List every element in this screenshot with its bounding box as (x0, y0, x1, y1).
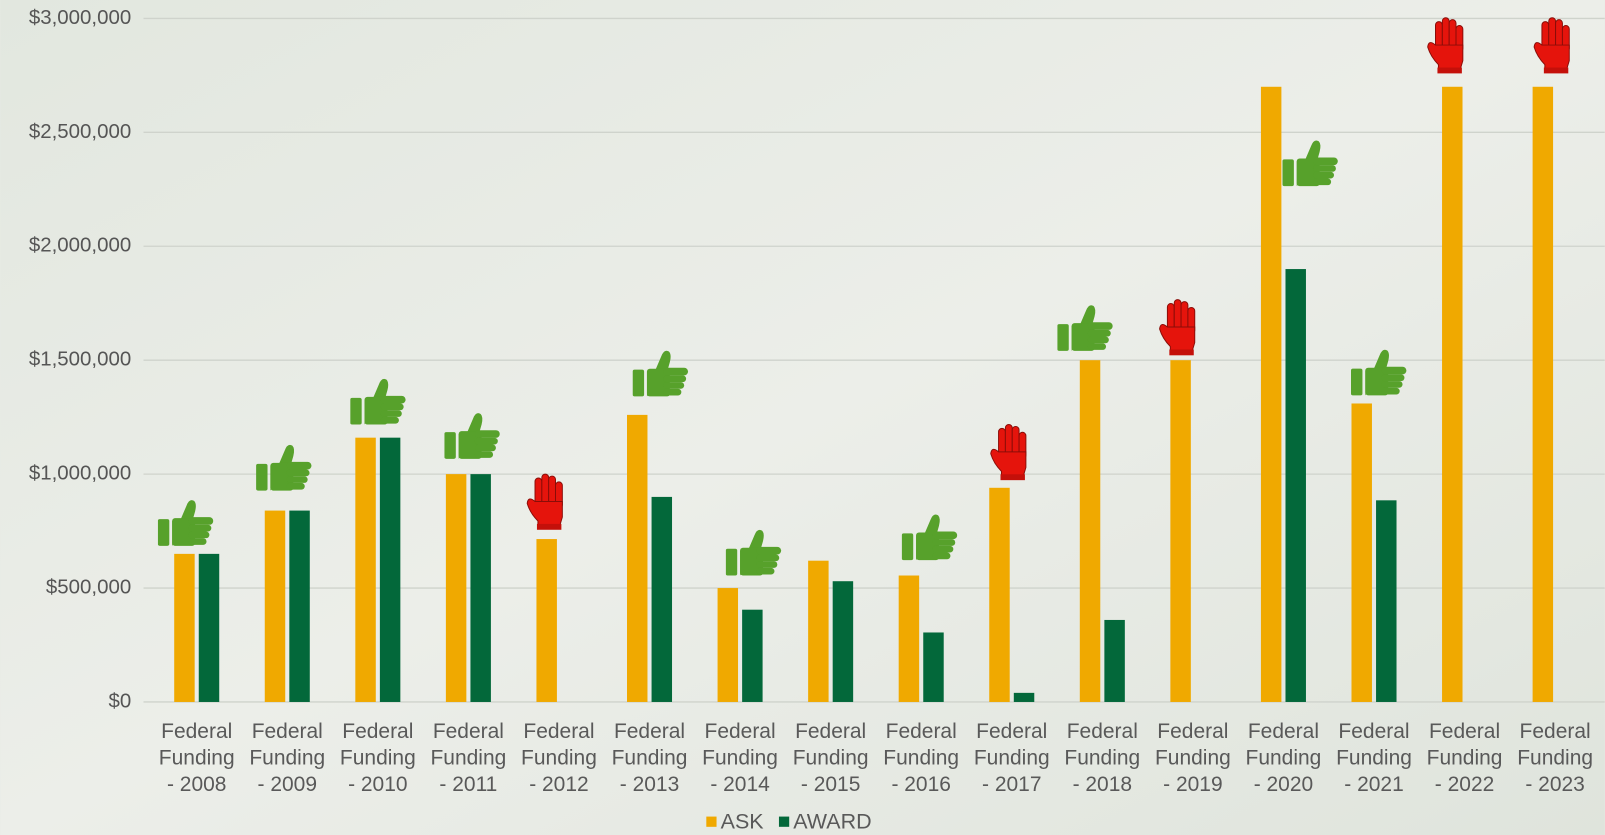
bar (627, 414, 648, 702)
x-tick-label-box: Federal Funding - 2015 (792, 719, 869, 797)
x-tick-label: Federal Funding - 2012 (521, 719, 597, 797)
x-tick-label-box: Federal Funding - 2022 (1426, 719, 1503, 797)
x-tick-label-box: Federal Funding - 2013 (611, 719, 688, 797)
x-tick-label-box: Federal Funding - 2014 (702, 719, 778, 797)
y-tick-label: $2,500,000 (29, 120, 131, 143)
bar (1285, 269, 1306, 702)
bar (989, 487, 1010, 702)
bar (536, 539, 557, 702)
x-tick-label: Federal Funding - 2019 (1154, 719, 1231, 797)
bar (355, 437, 376, 702)
bar (1442, 86, 1463, 702)
bar (289, 510, 310, 702)
bar (651, 496, 673, 702)
x-tick-label: Federal Funding - 2017 (973, 719, 1050, 797)
x-tick-label: Federal Funding - 2009 (249, 719, 326, 797)
y-tick-label: $1,000,000 (29, 462, 131, 485)
x-tick-label-box: Federal Funding - 2016 (883, 719, 960, 797)
x-tick-label: Federal Funding - 2021 (1336, 719, 1412, 797)
x-tick-label-box: Federal Funding - 2011 (430, 719, 507, 797)
x-tick-label-box: Federal Funding - 2009 (249, 719, 326, 797)
x-tick-label: Federal Funding - 2013 (611, 719, 688, 797)
plot-area: $0 $500,000 $1,000,000 $1,500,000 $2,000,000… (29, 6, 1605, 833)
x-tick-label: Federal Funding - 2020 (1245, 719, 1322, 797)
legend-swatch (706, 816, 717, 827)
y-tick-label: $500,000 (46, 575, 131, 598)
y-tick-label: $2,000,000 (29, 234, 131, 257)
bar (742, 609, 763, 702)
bar (445, 474, 467, 702)
x-tick-label-box: Federal Funding - 2020 (1245, 719, 1322, 797)
x-tick-label: Federal Funding - 2016 (883, 719, 960, 797)
bar (174, 553, 195, 702)
bar (1170, 360, 1191, 702)
bar (198, 553, 220, 702)
legend-swatch (778, 816, 790, 827)
x-tick-label: Federal Funding - 2023 (1517, 719, 1594, 797)
bar (808, 560, 829, 702)
bar (379, 437, 401, 702)
bar (898, 575, 920, 702)
bar (832, 581, 854, 702)
bar (1013, 692, 1035, 702)
x-tick-label: Federal Funding - 2014 (702, 719, 778, 797)
x-tick-label: Federal Funding - 2022 (1426, 719, 1503, 797)
y-tick-label: $1,500,000 (29, 348, 131, 371)
x-tick-label-box: Federal Funding - 2023 (1517, 719, 1594, 797)
x-tick-label-box: Federal Funding - 2010 (339, 719, 416, 797)
legend-label: AWARD (793, 809, 871, 833)
legend-label: ASK (721, 809, 765, 833)
bar (1351, 403, 1372, 702)
bar (1104, 619, 1125, 702)
x-tick-label: Federal Funding - 2008 (158, 719, 235, 797)
x-tick-label-box: Federal Funding - 2021 (1336, 719, 1412, 797)
bar (1260, 86, 1282, 702)
bar (264, 510, 286, 702)
y-tick-label: $0 (108, 689, 131, 712)
bar (1376, 500, 1397, 702)
x-tick-label-box: Federal Funding - 2019 (1154, 719, 1231, 797)
bar (1532, 86, 1554, 702)
x-tick-label: Federal Funding - 2010 (339, 719, 416, 797)
x-tick-label: Federal Funding - 2015 (792, 719, 869, 797)
bar (470, 474, 491, 702)
x-tick-label: Federal Funding - 2018 (1064, 719, 1141, 797)
x-tick-label-box: Federal Funding - 2018 (1064, 719, 1141, 797)
x-tick-label-box: Federal Funding - 2008 (158, 719, 235, 797)
bar (717, 588, 739, 702)
x-tick-label: Federal Funding - 2011 (430, 719, 507, 797)
x-tick-label-box: Federal Funding - 2012 (521, 719, 597, 797)
x-tick-label-box: Federal Funding - 2017 (973, 719, 1050, 797)
bar (1079, 360, 1101, 702)
y-tick-label: $3,000,000 (29, 6, 131, 29)
bar (923, 632, 944, 702)
